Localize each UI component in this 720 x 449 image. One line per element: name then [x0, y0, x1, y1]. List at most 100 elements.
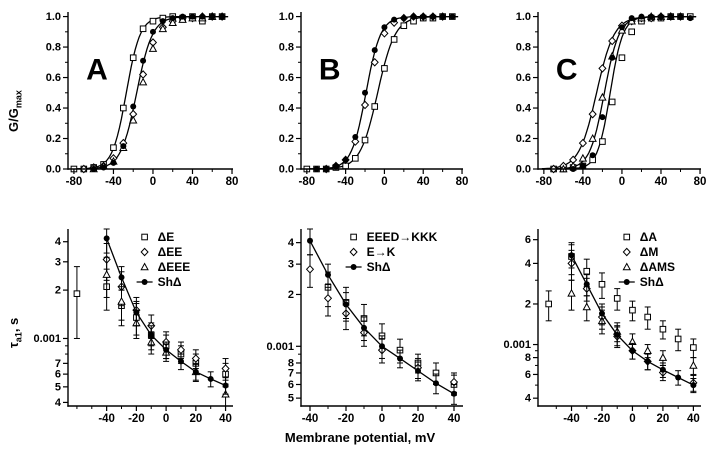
triangle-marker: [140, 262, 149, 271]
square-marker: [629, 306, 636, 314]
x-tick-label: -20: [338, 413, 355, 425]
legend-label-sh-delta: ShΔ: [367, 260, 391, 274]
x-tick-label: 0: [629, 413, 635, 425]
series-delta-e: [70, 13, 226, 173]
circle-marker: [219, 13, 226, 20]
series-delta-ams: [559, 12, 675, 173]
y-tick-label: 6: [525, 369, 531, 381]
fit-curve: [304, 15, 459, 170]
y-tick-label: 5: [288, 393, 294, 405]
square-marker: [690, 344, 697, 351]
series-sh-delta: [313, 13, 456, 172]
circle-marker: [599, 114, 606, 121]
circle-marker: [589, 152, 596, 159]
series-sh-delta: [307, 228, 457, 405]
legend-label-eeed-kkk: EEED→KKK: [367, 230, 438, 244]
panel-C-top: -80 -40 0 40 80 0.0 0.2 0.4 0.6 0.8 1.0 C: [516, 11, 707, 188]
triangle-marker: [622, 262, 631, 271]
y-tick-label: 6: [55, 369, 61, 381]
y-tick-label: 1.0: [516, 11, 531, 23]
fit-curve: [304, 15, 459, 170]
square-marker: [598, 280, 606, 288]
triangle-marker: [582, 302, 591, 311]
square-marker: [361, 136, 369, 144]
y-tick-label: 4: [55, 397, 62, 409]
circle-marker: [609, 54, 616, 61]
y-tick-label: 0.4: [279, 103, 295, 115]
triangle-marker: [588, 133, 597, 142]
circle-marker: [342, 156, 349, 163]
diamond-marker: [622, 247, 631, 257]
y-tick-label: 0.8: [516, 42, 531, 54]
legend-label-delta-e: ΔE: [158, 230, 175, 244]
diamond-marker: [578, 138, 587, 148]
circle-marker: [118, 274, 125, 281]
circle-marker: [623, 279, 630, 285]
circle-marker: [667, 13, 674, 20]
diamond-marker: [370, 57, 379, 67]
circle-marker: [449, 13, 456, 20]
circle-marker: [675, 374, 682, 381]
square-marker: [371, 103, 379, 110]
circle-marker: [177, 358, 184, 365]
circle-marker: [133, 309, 140, 316]
y-tick-label: 0.0: [279, 164, 294, 176]
triangle-marker: [117, 296, 126, 305]
diamond-marker: [380, 29, 389, 38]
y-tick-label: 8: [288, 357, 294, 369]
circle-marker: [638, 13, 645, 20]
square-marker: [583, 267, 591, 275]
series-eeed-kkk: [324, 271, 458, 396]
diamond-marker: [191, 354, 200, 363]
diamond-marker: [221, 364, 230, 373]
y-tick-label: 0.8: [279, 42, 294, 54]
x-tick-label: 80: [226, 176, 239, 188]
square-marker: [608, 98, 616, 106]
y-tick-label: 0.4: [46, 103, 62, 115]
series-delta-m: [549, 12, 685, 174]
circle-marker: [568, 252, 575, 259]
legend-label-delta-a: ΔA: [640, 230, 658, 244]
circle-marker: [199, 13, 206, 20]
circle-marker: [361, 324, 367, 331]
y-tick-label: 0.6: [279, 72, 294, 84]
diamond-marker: [588, 109, 597, 119]
circle-marker: [677, 13, 684, 20]
diamond-marker: [598, 64, 607, 73]
diamond-marker: [351, 137, 360, 146]
triangle-marker: [567, 288, 576, 297]
triangle-marker: [578, 153, 588, 162]
y-tick-label: 0.2: [516, 133, 531, 145]
circle-marker: [169, 15, 176, 22]
circle-marker: [207, 375, 214, 382]
triangle-marker: [658, 353, 668, 361]
y-tick-label: 3: [288, 259, 294, 271]
circle-marker: [579, 162, 586, 169]
x-tick-label: 0: [150, 176, 156, 188]
y-tick-label: 2: [525, 298, 531, 310]
circle-marker: [687, 15, 694, 22]
x-tick-label: 40: [448, 413, 461, 425]
square-marker: [352, 155, 359, 162]
x-tick-label: -40: [105, 176, 122, 188]
y-tick-label: 8: [525, 352, 531, 364]
circle-marker: [163, 346, 170, 353]
series-sh-delta: [90, 13, 226, 172]
square-marker: [659, 325, 667, 333]
circle-marker: [325, 271, 331, 278]
circle-marker: [371, 47, 378, 54]
circle-marker: [657, 13, 664, 20]
circle-marker: [618, 24, 625, 31]
legend-label-delta-m: ΔM: [640, 245, 659, 259]
square-marker: [599, 138, 606, 145]
x-tick-label: 80: [456, 176, 469, 188]
fit-curve: [71, 15, 229, 170]
circle-marker: [614, 331, 621, 338]
circle-marker: [629, 347, 636, 354]
y-tick-label: 6: [525, 234, 531, 246]
y-tick-label: 4: [525, 393, 532, 405]
circle-marker: [420, 13, 427, 20]
circle-marker: [397, 355, 403, 362]
y-tick-label: 0.2: [46, 133, 61, 145]
